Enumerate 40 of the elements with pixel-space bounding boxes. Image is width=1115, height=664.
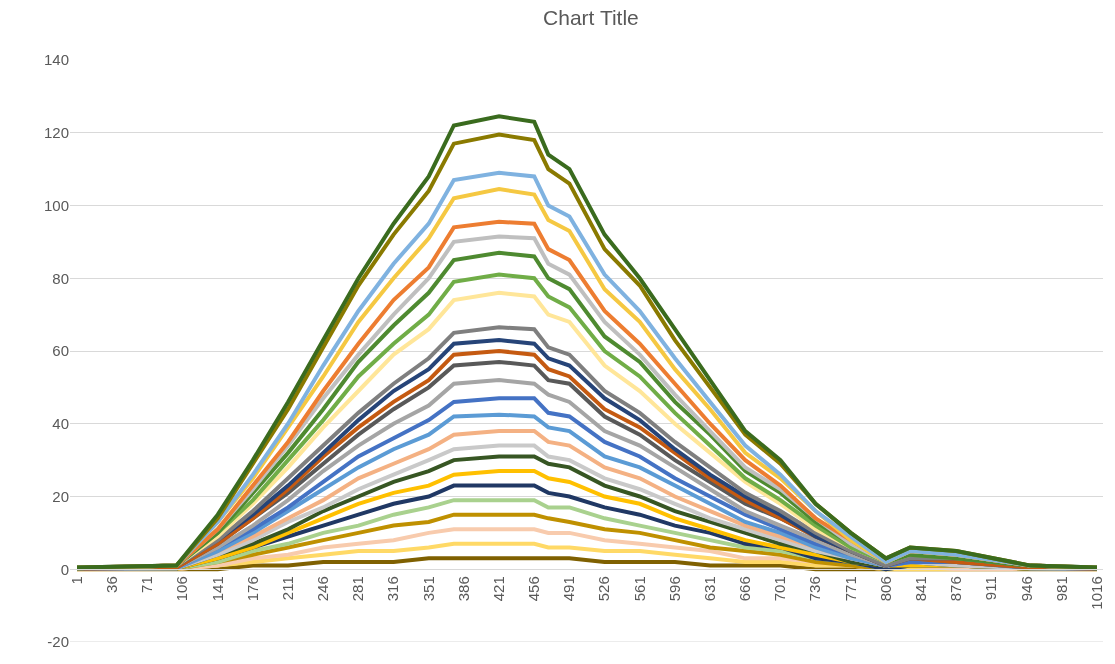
x-tick-label: 946: [1017, 576, 1035, 602]
chart-title: Chart Title: [543, 5, 639, 29]
x-tick-label: 666: [736, 576, 754, 602]
x-tick-label: 386: [454, 576, 472, 602]
x-tick-label: 36: [103, 576, 121, 593]
x-tick-label: 1016: [1087, 576, 1105, 610]
y-tick-label: 40: [52, 415, 69, 432]
x-tick-label: 561: [630, 576, 648, 602]
x-tick-label: 981: [1052, 576, 1070, 602]
x-tick-label: 631: [700, 576, 718, 602]
x-tick-label: 491: [560, 576, 578, 602]
y-tick-label: 0: [60, 560, 69, 578]
x-tick-label: 841: [911, 576, 929, 602]
x-tick-label: 141: [208, 576, 226, 602]
x-tick-label: 1: [67, 576, 85, 585]
y-tick-label: 80: [52, 269, 69, 287]
x-tick-label: 771: [841, 576, 859, 602]
x-tick-label: 176: [243, 576, 261, 602]
x-tick-label: 106: [173, 576, 191, 602]
y-tick-label: 100: [43, 196, 69, 214]
x-tick-label: 701: [771, 576, 789, 602]
x-tick-label: 421: [489, 576, 507, 602]
x-tick-label: 211: [278, 576, 296, 601]
x-tick-label: 246: [314, 576, 332, 602]
x-tick-label: 911: [982, 576, 1000, 601]
x-tick-label: 876: [947, 576, 965, 602]
x-tick-label: 526: [595, 576, 613, 602]
x-tick-label: 806: [876, 576, 894, 602]
x-tick-label: 736: [806, 576, 824, 602]
y-tick-label: 140: [43, 51, 69, 69]
x-tick-label: 71: [138, 576, 156, 593]
y-tick-label: -20: [47, 633, 69, 651]
y-tick-label: 120: [43, 124, 69, 141]
x-tick-label: 456: [525, 576, 543, 602]
x-tick-label: 596: [665, 576, 683, 602]
x-tick-label: 351: [419, 576, 437, 602]
x-tick-label: 281: [349, 576, 367, 602]
y-tick-label: 60: [52, 342, 69, 360]
y-tick-label: 20: [52, 487, 69, 505]
x-tick-label: 316: [384, 576, 402, 602]
